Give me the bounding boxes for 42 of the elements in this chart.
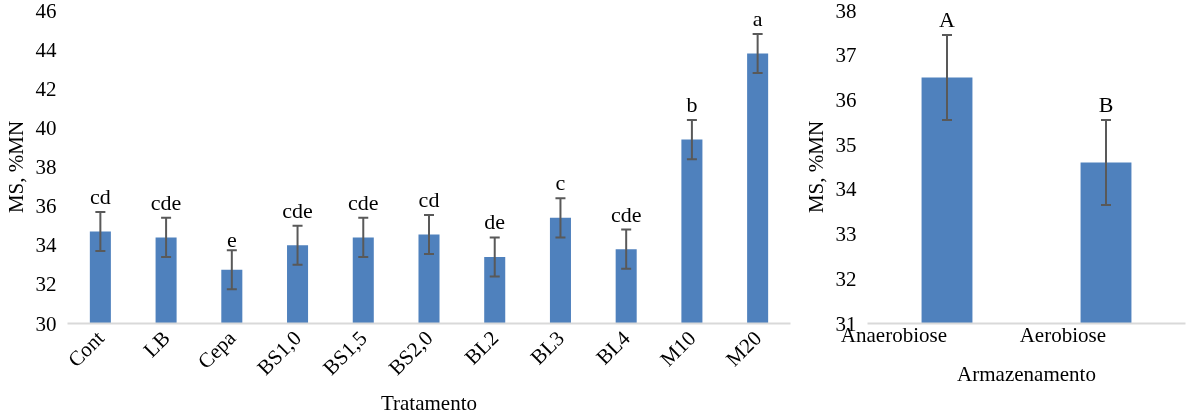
annotation: B: [1098, 92, 1114, 118]
annotation: a: [752, 5, 763, 31]
y-tick-label: 36: [835, 87, 857, 112]
x-axis-title: Armazenamento: [957, 361, 1096, 386]
annotation: de: [484, 209, 506, 235]
y-tick-label: 30: [35, 311, 57, 336]
x-tick-label: M20: [721, 326, 767, 372]
y-tick-label: 44: [35, 37, 57, 62]
y-tick-label: 38: [35, 155, 57, 179]
y-tick-label: 32: [35, 272, 57, 297]
x-axis-title: Tratamento: [380, 391, 478, 416]
annotation: A: [939, 7, 956, 33]
y-tick-label: 40: [35, 115, 57, 140]
x-tick-label: BL3: [525, 326, 569, 370]
y-tick-label: 33: [835, 222, 857, 247]
x-tick-label: BL2: [459, 326, 504, 370]
annotation: cde: [348, 189, 379, 215]
y-tick-label: 42: [35, 76, 57, 101]
y-tick-label: 37: [835, 43, 857, 68]
x-tick-label: Cepa: [192, 325, 241, 374]
y-tick-label: 34: [35, 233, 57, 258]
y-axis-title: MS, %MN: [3, 120, 28, 214]
annotation: b: [686, 92, 698, 118]
annotation: c: [555, 170, 566, 196]
x-tick-label: BL4: [591, 325, 636, 370]
x-tick-label: Cont: [62, 325, 109, 372]
annotation: cde: [282, 197, 313, 223]
y-tick-label: 34: [835, 177, 857, 202]
y-tick-label: 35: [835, 132, 857, 157]
annotation: cd: [418, 186, 440, 212]
x-tick-label: Aerobiose: [1019, 322, 1107, 347]
y-axis-title: MS, %MN: [803, 120, 828, 214]
y-tick-label: 38: [835, 0, 857, 23]
annotation: cde: [150, 189, 182, 215]
y-tick-label: 32: [835, 266, 857, 291]
x-tick-label: M10: [655, 326, 701, 372]
annotation: cde: [610, 201, 642, 227]
annotation: e: [226, 227, 237, 253]
x-tick-label: LB: [138, 326, 175, 362]
y-tick-label: 46: [35, 0, 57, 23]
annotation: cd: [89, 183, 111, 209]
y-tick-label: 36: [35, 194, 57, 219]
